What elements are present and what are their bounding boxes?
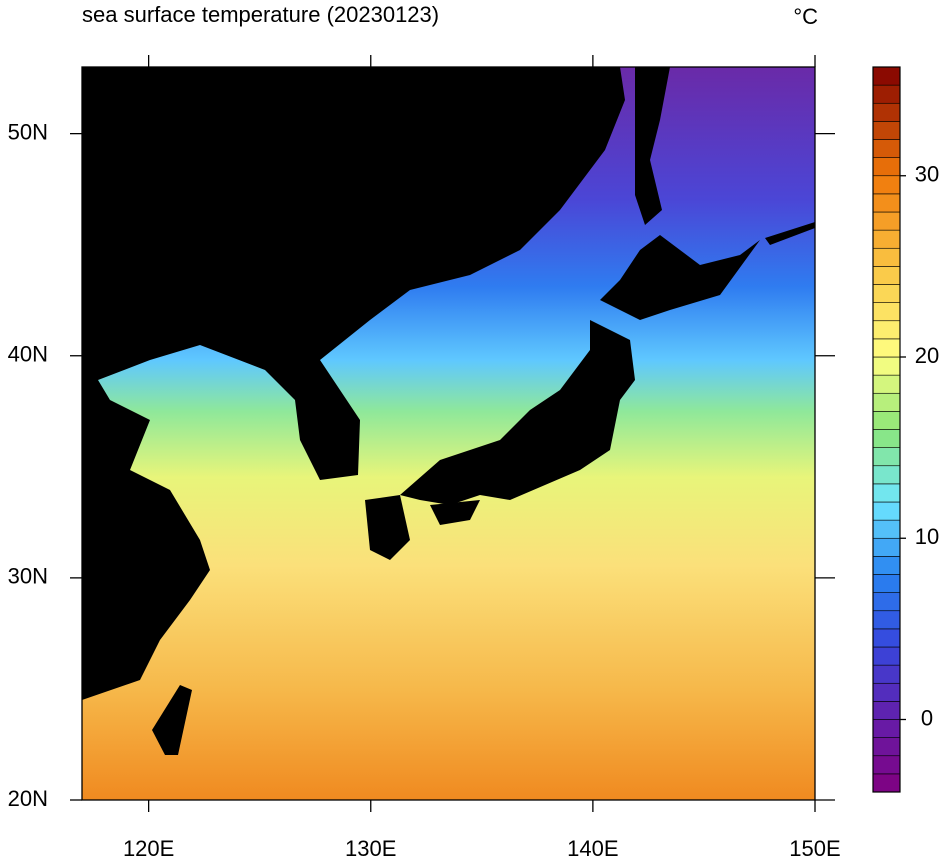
map [81, 66, 816, 801]
colorbar-box [872, 465, 901, 485]
colorbar-box [872, 338, 901, 358]
kurils [765, 222, 815, 245]
map-frame [81, 66, 816, 801]
colorbar-box [872, 284, 901, 303]
colorbar-box [872, 211, 901, 231]
colorbar-box [872, 664, 901, 684]
colorbar: 0 10 20 30 [872, 66, 939, 793]
y-tick-label: 40N [8, 342, 48, 367]
colorbar-frame [872, 66, 901, 793]
land [82, 67, 815, 755]
colorbar-box [872, 66, 901, 86]
colorbar-box [872, 519, 901, 539]
sakhalin [635, 67, 670, 225]
taiwan [152, 685, 192, 755]
colorbar-box [872, 701, 901, 720]
y-tick-label: 50N [8, 119, 48, 144]
colorbar-box [872, 320, 901, 340]
colorbar-box [872, 556, 901, 575]
colorbar-box [872, 392, 901, 412]
colorbar-box [872, 102, 901, 122]
colorbar-box [872, 302, 901, 322]
colorbar-box [872, 501, 901, 521]
colorbar-box [872, 193, 901, 213]
colorbar-tick-label: 0 [921, 705, 933, 730]
colorbar-box [872, 447, 901, 467]
colorbar-box [872, 266, 901, 285]
colorbar-box [872, 682, 901, 702]
honshu [400, 320, 635, 505]
chart-title: sea surface temperature (20230123) [82, 2, 439, 27]
colorbar-box [872, 175, 901, 195]
mainland [82, 67, 625, 700]
colorbar-box [872, 157, 901, 177]
colorbar-box [872, 229, 901, 249]
colorbar-box [872, 574, 901, 593]
x-tick-label: 140E [567, 836, 618, 858]
colorbar-box [872, 356, 901, 376]
colorbar-box [872, 755, 901, 775]
colorbar-tick-label: 20 [915, 343, 939, 368]
colorbar-box [872, 719, 901, 738]
hokkaido [600, 235, 760, 320]
colorbar-tick-label: 10 [915, 524, 939, 549]
colorbar-box [872, 411, 901, 430]
kyushu [365, 495, 410, 560]
colorbar-box [872, 610, 901, 630]
x-tick-label: 150E [789, 836, 840, 858]
colorbar-box [872, 537, 901, 557]
unit-label: °C [793, 4, 818, 29]
y-tick-label: 20N [8, 786, 48, 811]
colorbar-box [872, 247, 901, 267]
colorbar-box [872, 483, 901, 503]
colorbar-box [872, 628, 901, 648]
colorbar-box [872, 429, 901, 448]
colorbar-box [872, 646, 901, 666]
x-tick-label: 130E [345, 836, 396, 858]
colorbar-box [872, 592, 901, 612]
colorbar-box [872, 773, 901, 793]
shikoku [430, 500, 480, 525]
colorbar-box [872, 84, 901, 104]
colorbar-tick-label: 30 [915, 162, 939, 187]
colorbar-box [872, 121, 901, 140]
x-tick-label: 120E [123, 836, 174, 858]
colorbar-box [872, 139, 901, 158]
colorbar-box [872, 737, 901, 757]
y-tick-label: 30N [8, 564, 48, 589]
colorbar-box [872, 374, 901, 394]
